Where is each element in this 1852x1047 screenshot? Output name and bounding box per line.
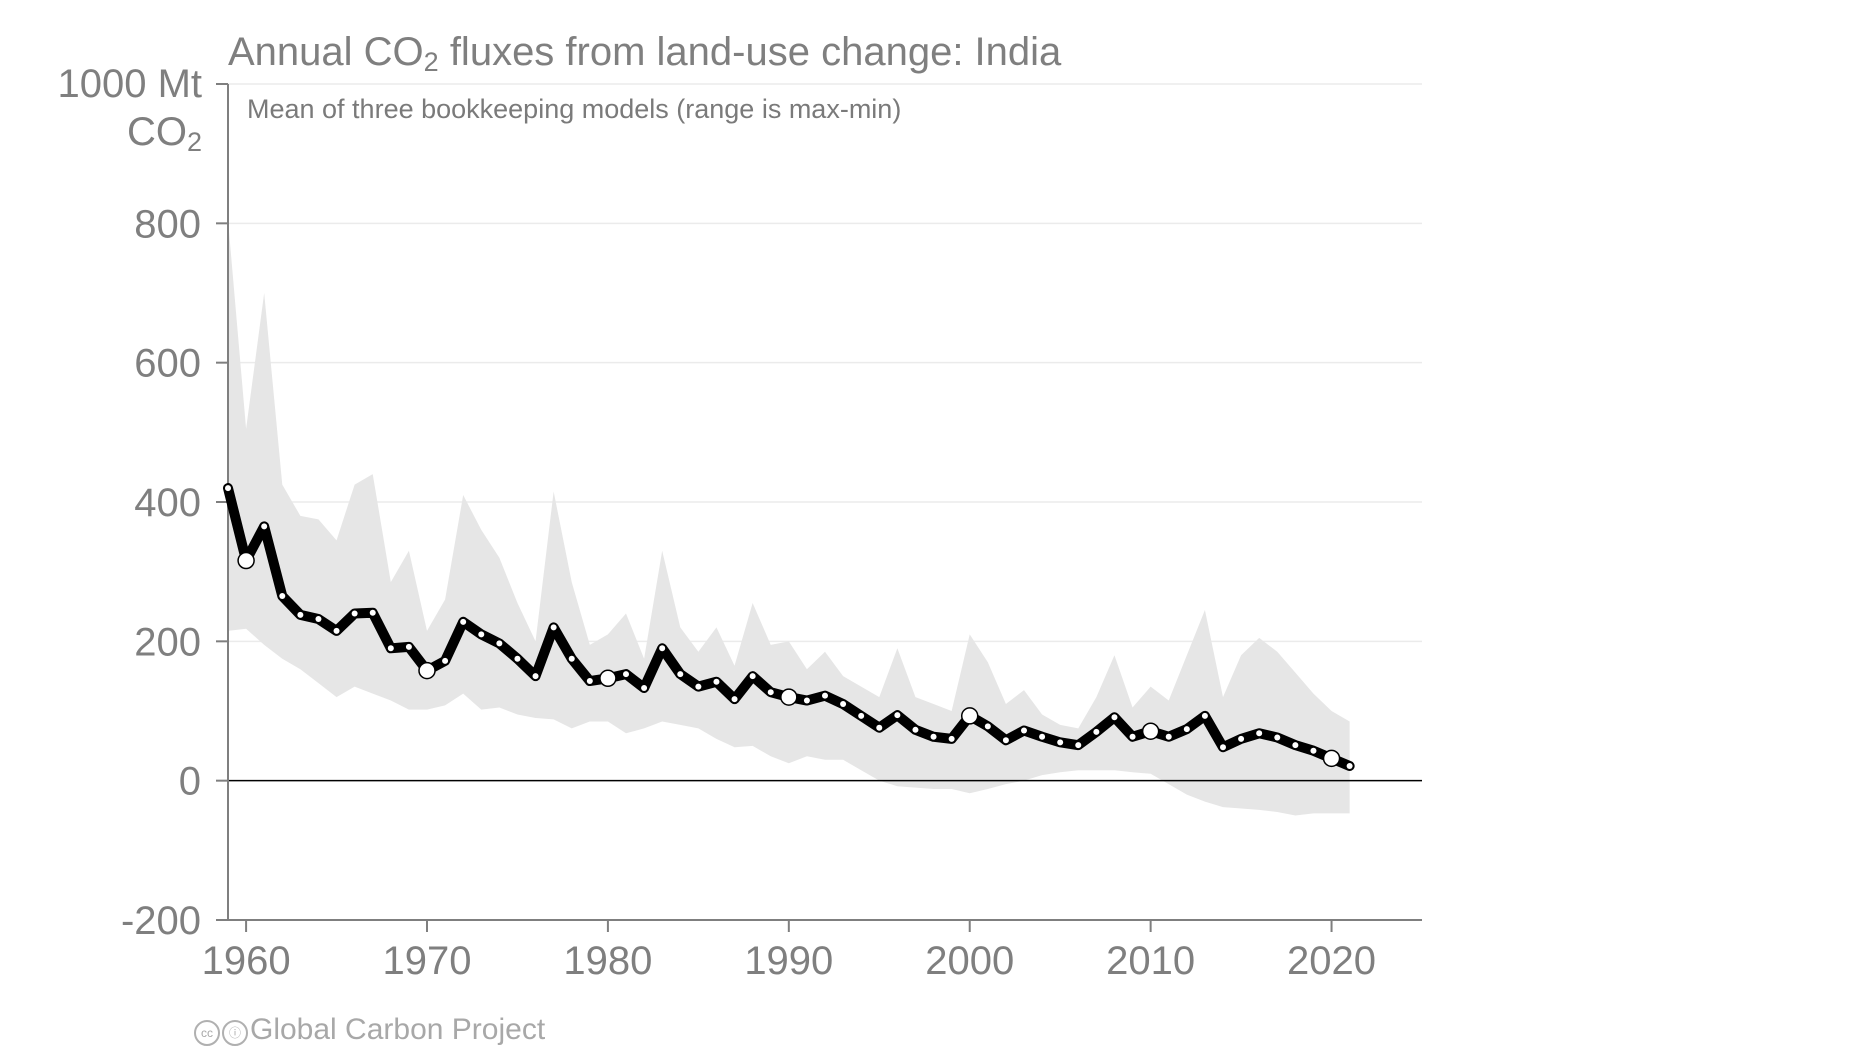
data-point xyxy=(279,593,286,600)
y-tick-label: 200 xyxy=(134,620,201,664)
chart-subtitle: Mean of three bookkeeping models (range … xyxy=(247,94,902,124)
data-point xyxy=(586,678,593,685)
data-point xyxy=(1274,734,1281,741)
data-point xyxy=(803,697,810,704)
data-point xyxy=(1002,737,1009,744)
data-point xyxy=(297,611,304,618)
data-point xyxy=(387,645,394,652)
data-point xyxy=(599,669,617,688)
x-tick-label: 1980 xyxy=(563,939,652,983)
data-point xyxy=(1220,744,1226,751)
x-tick-label: 2000 xyxy=(925,939,1014,983)
data-point xyxy=(532,673,539,680)
cc-icon: cc xyxy=(194,1020,220,1046)
data-point xyxy=(514,655,521,662)
tick-labels: -200 0 200 400 600 800 1960 1970 1980 1990 2000 201… xyxy=(121,202,1376,983)
data-point xyxy=(780,688,798,706)
data-point xyxy=(948,735,955,742)
y-tick-label: 400 xyxy=(134,481,201,525)
data-point xyxy=(894,712,901,719)
gridlines xyxy=(228,83,1422,643)
data-point xyxy=(568,655,575,662)
data-point xyxy=(1256,730,1263,737)
data-point xyxy=(496,640,503,647)
data-point xyxy=(713,678,720,685)
data-point xyxy=(641,685,648,692)
data-point xyxy=(1021,727,1027,734)
data-point xyxy=(261,523,268,530)
data-point xyxy=(315,616,322,623)
footer-credit: cc ⓘ Global Carbon Project xyxy=(194,1013,545,1047)
data-point xyxy=(478,631,485,638)
y-tick-label: -200 xyxy=(121,899,201,943)
x-tick-label: 1970 xyxy=(383,939,472,983)
data-point xyxy=(659,645,666,652)
data-point xyxy=(1346,763,1353,770)
data-point xyxy=(822,692,828,699)
mean-series-points xyxy=(225,485,1353,770)
data-point xyxy=(876,724,883,731)
by-icon: ⓘ xyxy=(222,1020,248,1046)
data-point xyxy=(1093,728,1100,735)
data-point xyxy=(858,712,865,719)
data-point xyxy=(1057,739,1064,746)
data-point xyxy=(225,485,231,492)
data-point xyxy=(960,707,979,725)
data-point xyxy=(912,726,919,733)
x-tick-label: 2010 xyxy=(1106,939,1195,983)
data-point xyxy=(1141,722,1160,740)
data-point xyxy=(460,618,467,625)
data-point xyxy=(930,733,937,740)
x-tick-label: 2020 xyxy=(1287,939,1376,983)
data-point xyxy=(1310,747,1317,754)
x-tick-label: 1960 xyxy=(202,939,291,983)
data-point xyxy=(1322,749,1341,768)
x-tick-label: 1990 xyxy=(744,939,833,983)
data-point xyxy=(351,610,358,617)
y-tick-label: 0 xyxy=(179,760,201,804)
data-point xyxy=(1238,735,1245,742)
y-tick-label: 600 xyxy=(134,342,201,386)
data-point xyxy=(1165,733,1172,740)
range-band xyxy=(228,219,1350,816)
data-point xyxy=(1183,726,1190,733)
data-point xyxy=(623,671,629,678)
data-point xyxy=(767,689,774,696)
data-point xyxy=(1129,733,1136,740)
data-point xyxy=(677,671,684,678)
data-point xyxy=(840,701,847,708)
data-point xyxy=(237,551,255,570)
data-point xyxy=(442,657,449,664)
data-point xyxy=(731,696,738,703)
footer-credit-text: Global Carbon Project xyxy=(250,1013,546,1046)
data-point xyxy=(984,723,991,730)
data-point xyxy=(1111,714,1118,721)
chart-title: Annual CO2 fluxes from land-use change: … xyxy=(228,30,1062,77)
data-point xyxy=(1201,712,1208,719)
data-point xyxy=(749,673,756,680)
data-point xyxy=(418,661,436,680)
data-point xyxy=(1292,742,1299,749)
data-point xyxy=(695,683,702,690)
y-tick-label: 800 xyxy=(134,202,201,246)
data-point xyxy=(1075,742,1082,749)
data-point xyxy=(405,643,412,650)
axes xyxy=(216,83,1422,932)
y-axis-unit-label: 1000 Mt CO2 xyxy=(57,62,202,157)
data-point xyxy=(1039,733,1046,740)
data-point xyxy=(369,609,376,616)
data-point xyxy=(550,624,557,631)
data-point xyxy=(333,627,340,634)
